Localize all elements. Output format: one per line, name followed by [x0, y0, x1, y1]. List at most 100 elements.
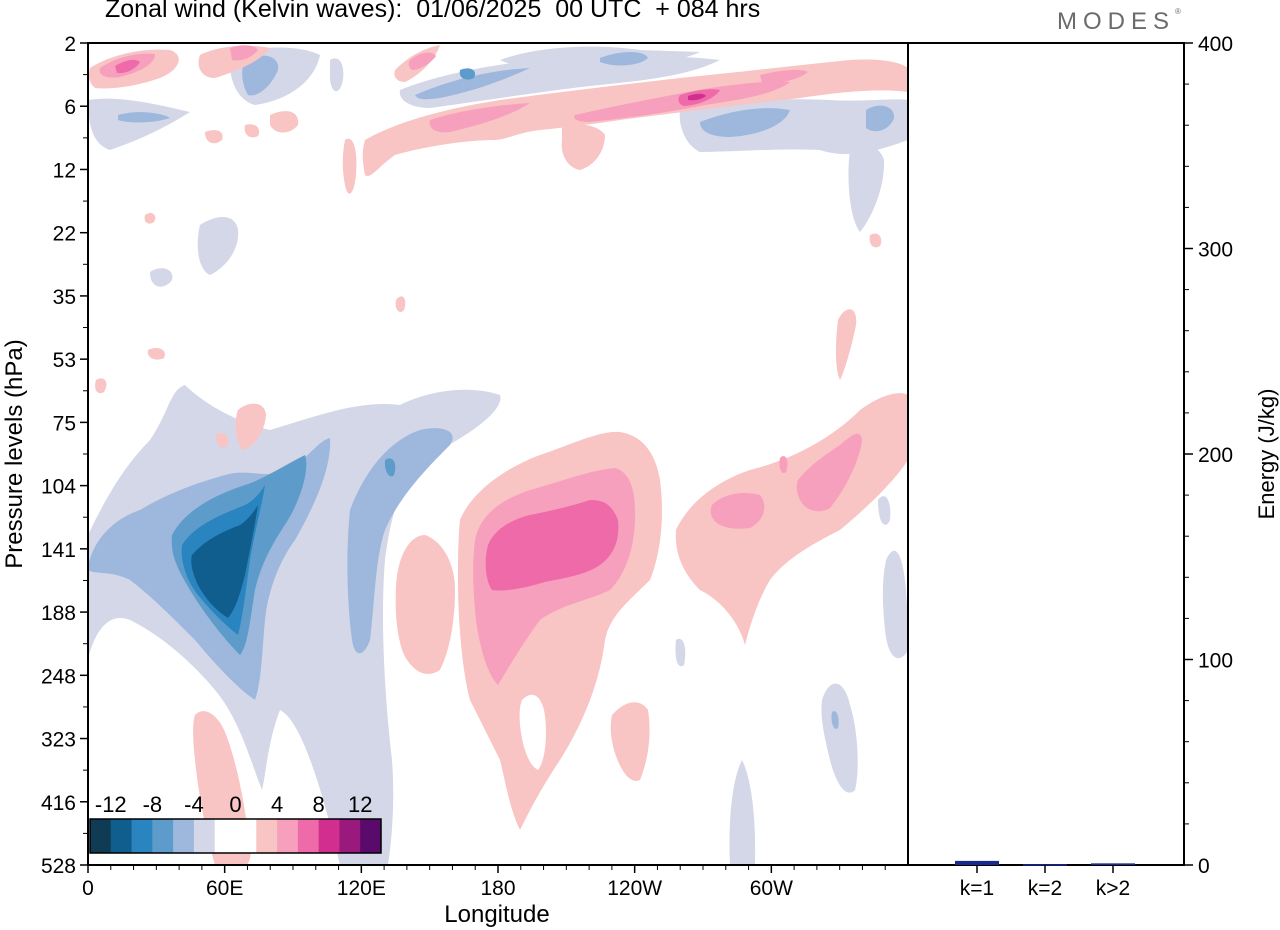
contour-pos-2-south: [610, 702, 650, 781]
y-tick-label: 323: [41, 729, 76, 752]
contour-neg-2-upper-f: [500, 46, 700, 69]
colorbar-label: 8: [313, 792, 325, 817]
x-axis-title: Longitude: [444, 901, 549, 928]
contour-neg-6-mid: [384, 458, 396, 477]
colorbar-swatch: [193, 819, 216, 853]
contour-neg-2-east-b: [821, 683, 858, 793]
colorbar-swatch: [131, 819, 153, 853]
contour-pos-2-left-blob: [395, 535, 455, 674]
colorbar-label: 0: [229, 792, 241, 817]
contour-neg-4-upper-e: [600, 52, 648, 66]
contour-neg-4-upper-f: [118, 112, 170, 123]
contour-neg-4-upper-a: [242, 55, 279, 96]
y-axis-title: Pressure levels (hPa): [1, 339, 28, 568]
contour-neg-2-mid-a: [197, 216, 239, 275]
contour-pos-4-east-c: [779, 455, 788, 474]
registered-mark: ®: [1175, 7, 1181, 16]
colorbar-label: 4: [271, 792, 283, 817]
colorbar-border: [89, 818, 382, 854]
y-tick-label: 416: [41, 792, 76, 815]
y-tick-label: 104: [41, 476, 76, 499]
y-tick-label: 528: [41, 855, 76, 878]
contour-pos-6-main: [485, 500, 619, 591]
contour-pos-2-small-g: [144, 212, 156, 224]
contour-neg-2-east-a: [729, 760, 756, 865]
contour-pos-2-upper-d: [270, 111, 299, 133]
contour-pos-2-small-e: [95, 378, 107, 394]
contour-neg-2-upper-c: [399, 55, 720, 108]
energy-tick-label: 200: [1198, 444, 1233, 467]
colorbar-swatch: [318, 819, 340, 853]
contour-pos-4-east-b: [796, 433, 862, 512]
contour-pos-4-upper-e: [760, 69, 808, 84]
contour-neg-4-upper-b: [415, 68, 530, 100]
contour-pos-2-hole: [519, 694, 546, 770]
x-tick-label: 120W: [607, 877, 662, 900]
energy-bar: [955, 860, 999, 865]
category-label: k=1: [960, 877, 994, 900]
contour-neg-6-upper: [459, 68, 476, 80]
contour-pos-4-upper: [429, 103, 530, 133]
chart-title: Zonal wind (Kelvin waves): 01/06/2025 00…: [105, 0, 761, 23]
colorbar-swatch: [173, 819, 195, 853]
energy-axis-title: Energy (J/kg): [1254, 389, 1279, 520]
x-tick-label: 0: [82, 877, 94, 900]
energy-tick-label: 0: [1198, 855, 1210, 878]
colorbar-swatch: [110, 819, 133, 853]
colorbar-swatch: [297, 819, 320, 853]
contour-neg-2-mid-b: [150, 268, 173, 287]
colorbar-swatch: [152, 819, 174, 853]
y-tick-label: 22: [53, 223, 76, 246]
contour-neg-4-upper-d: [866, 105, 895, 132]
y-tick-label: 12: [53, 159, 76, 182]
contour-neg-4-mid: [347, 428, 453, 654]
contour-neg-2-east-e: [675, 638, 686, 667]
colorbar-swatch: [360, 819, 382, 853]
y-tick-label: 248: [41, 665, 76, 688]
energy-tick-label: 400: [1198, 33, 1233, 56]
energy-bar-chart: 0 100 200 300 400 k=1 k=2 k>2: [955, 33, 1233, 900]
category-label: k=2: [1028, 877, 1062, 900]
y-tick-label: 6: [64, 96, 76, 119]
colorbar-label: -8: [143, 792, 163, 817]
contour-neg-2-upper-e: [848, 144, 885, 232]
contour-pos-2-small-a: [235, 403, 266, 450]
contour-pos-2-small-b: [216, 433, 229, 448]
contour-neg-2-upper: [88, 98, 190, 150]
energy-bar: [1091, 863, 1135, 865]
y-tick-label: 75: [53, 412, 76, 435]
longitude-axis: 0 60E 120E 180 120W 60W: [82, 865, 886, 900]
contour-neg-2-strip: [330, 58, 344, 92]
energy-bar: [1023, 864, 1067, 866]
colorbar-swatch: [339, 819, 361, 853]
contour-pos-8-upper: [688, 93, 706, 101]
brand-text: MODES: [1057, 8, 1176, 35]
contour-pos-6-upper-left: [115, 59, 140, 74]
contour-pos-2-upper-f: [342, 138, 357, 194]
energy-tick-label: 300: [1198, 239, 1233, 262]
contour-pos-2-small-d: [147, 347, 165, 360]
energy-frame: [907, 42, 1185, 866]
contour-neg-10-core: [191, 505, 258, 618]
contour-pos-2-small-h: [869, 233, 882, 248]
x-tick-label: 60E: [206, 877, 243, 900]
colorbar-swatch: [235, 819, 257, 853]
colorbar-swatch: [214, 819, 236, 853]
contour-neg-2-east-c: [882, 550, 908, 659]
contour-neg-4-upper-c: [700, 108, 790, 137]
x-tick-label: 120E: [337, 877, 386, 900]
contour-neg-4-east: [831, 711, 839, 729]
contour-pos-4-upper-d: [230, 45, 258, 61]
x-tick-label: 60W: [750, 877, 793, 900]
pressure-axis: 2 6 12 22 35 53 75 104 141 188 248 323 416 528: [41, 33, 88, 878]
contour-pos-2-small-c: [835, 309, 857, 380]
x-tick-label: 180: [480, 877, 515, 900]
colorbar-swatch: [277, 819, 299, 853]
colorbar-label: 12: [348, 792, 372, 817]
contour-field: [88, 43, 908, 865]
contour-pos-2-small-f: [395, 296, 406, 312]
contour-pos-2-upper-c: [205, 130, 223, 144]
colorbar-label: -12: [95, 792, 127, 817]
energy-tick-label: 100: [1198, 650, 1233, 673]
